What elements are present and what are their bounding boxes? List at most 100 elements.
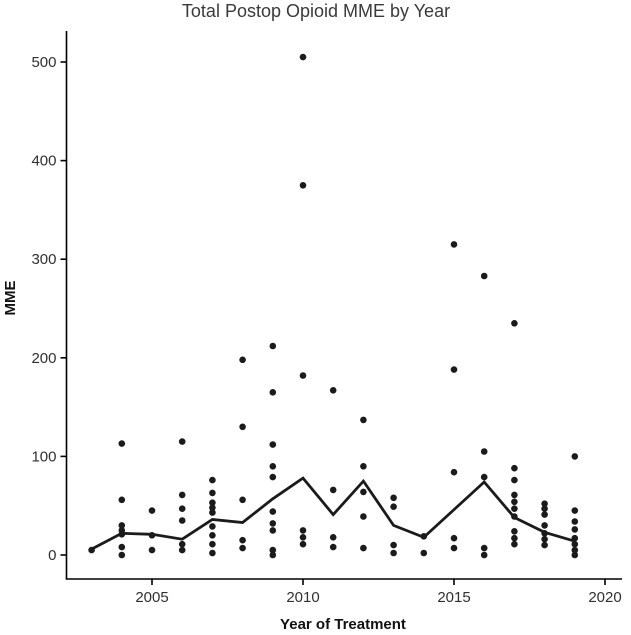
y-tick-label: 300	[31, 251, 56, 268]
data-point	[360, 416, 367, 424]
data-point	[541, 522, 548, 529]
data-point	[209, 476, 216, 484]
data-point	[480, 448, 488, 455]
data-point	[148, 507, 156, 514]
data-point	[299, 527, 307, 534]
data-point	[178, 438, 186, 445]
data-point	[148, 546, 156, 554]
data-point	[390, 541, 397, 549]
x-axis-title: Year of Treatment	[280, 616, 406, 633]
data-point	[360, 463, 367, 470]
data-point	[269, 342, 277, 350]
data-point	[511, 464, 518, 472]
y-tick-label: 200	[31, 350, 56, 367]
data-point	[329, 534, 337, 541]
data-point	[450, 544, 458, 552]
data-point	[118, 543, 126, 551]
data-point	[541, 535, 548, 543]
data-point	[480, 551, 488, 559]
data-point	[209, 540, 216, 548]
data-point	[360, 488, 367, 496]
data-point	[269, 473, 277, 481]
data-point	[269, 520, 277, 527]
data-point	[571, 526, 579, 533]
data-point	[541, 511, 548, 518]
data-point	[178, 491, 186, 499]
data-point	[571, 507, 579, 514]
data-point	[118, 551, 126, 559]
data-point	[269, 527, 277, 534]
data-point	[511, 534, 518, 542]
mean-trend-line	[90, 476, 576, 551]
data-point	[390, 549, 397, 557]
data-point	[571, 546, 579, 554]
data-point	[541, 500, 548, 508]
data-point	[541, 541, 548, 549]
data-point	[178, 546, 186, 554]
data-point	[178, 505, 186, 512]
data-points	[88, 53, 579, 559]
y-axis-title: MME	[2, 281, 19, 316]
data-point	[269, 551, 277, 559]
y-tick-label: 400	[31, 153, 56, 170]
data-point	[209, 509, 216, 516]
data-point	[209, 504, 216, 512]
data-point	[390, 494, 397, 502]
data-point	[209, 532, 216, 539]
data-point	[480, 473, 488, 481]
data-point	[118, 496, 126, 504]
data-point	[360, 544, 367, 552]
data-point	[571, 453, 579, 460]
data-point	[511, 528, 518, 535]
x-tick-label: 2015	[437, 589, 470, 606]
data-point	[178, 517, 186, 524]
data-point	[299, 182, 307, 189]
data-point	[239, 536, 246, 544]
data-point	[541, 505, 548, 512]
data-point	[450, 468, 458, 476]
data-point	[239, 496, 246, 504]
data-point	[511, 498, 518, 506]
data-point	[420, 549, 428, 557]
data-point	[118, 522, 126, 529]
data-point	[269, 463, 277, 470]
data-point	[269, 441, 277, 448]
data-point	[571, 518, 579, 525]
data-point	[209, 549, 216, 557]
data-point	[209, 523, 216, 530]
data-point	[390, 503, 397, 511]
x-tick-label: 2005	[135, 589, 168, 606]
data-point	[450, 241, 458, 248]
data-point	[239, 356, 246, 364]
data-point	[299, 372, 307, 379]
y-tick-label: 500	[31, 54, 56, 71]
axes: 0 100 200 300 400 500 2005 2010 2015 2020	[31, 31, 622, 606]
data-point	[118, 440, 126, 447]
data-point	[450, 534, 458, 542]
data-point	[511, 476, 518, 484]
data-point	[511, 540, 518, 548]
data-point	[299, 53, 307, 61]
data-point	[299, 540, 307, 548]
data-point	[239, 423, 246, 431]
y-tick-label: 100	[31, 448, 56, 465]
data-point	[329, 387, 337, 394]
data-point	[329, 486, 337, 494]
mean-line	[90, 476, 576, 551]
data-point	[480, 544, 488, 552]
data-point	[178, 540, 186, 548]
data-point	[269, 508, 277, 515]
data-point	[511, 491, 518, 499]
x-tick-label: 2010	[286, 589, 319, 606]
data-point	[480, 272, 488, 280]
data-point	[209, 499, 216, 507]
data-point	[209, 489, 216, 497]
data-point	[360, 513, 367, 520]
data-point	[299, 534, 307, 541]
data-point	[450, 366, 458, 373]
chart-title: Total Postop Opioid MME by Year	[182, 1, 450, 21]
x-tick-label: 2020	[588, 589, 621, 606]
data-point	[571, 551, 579, 559]
